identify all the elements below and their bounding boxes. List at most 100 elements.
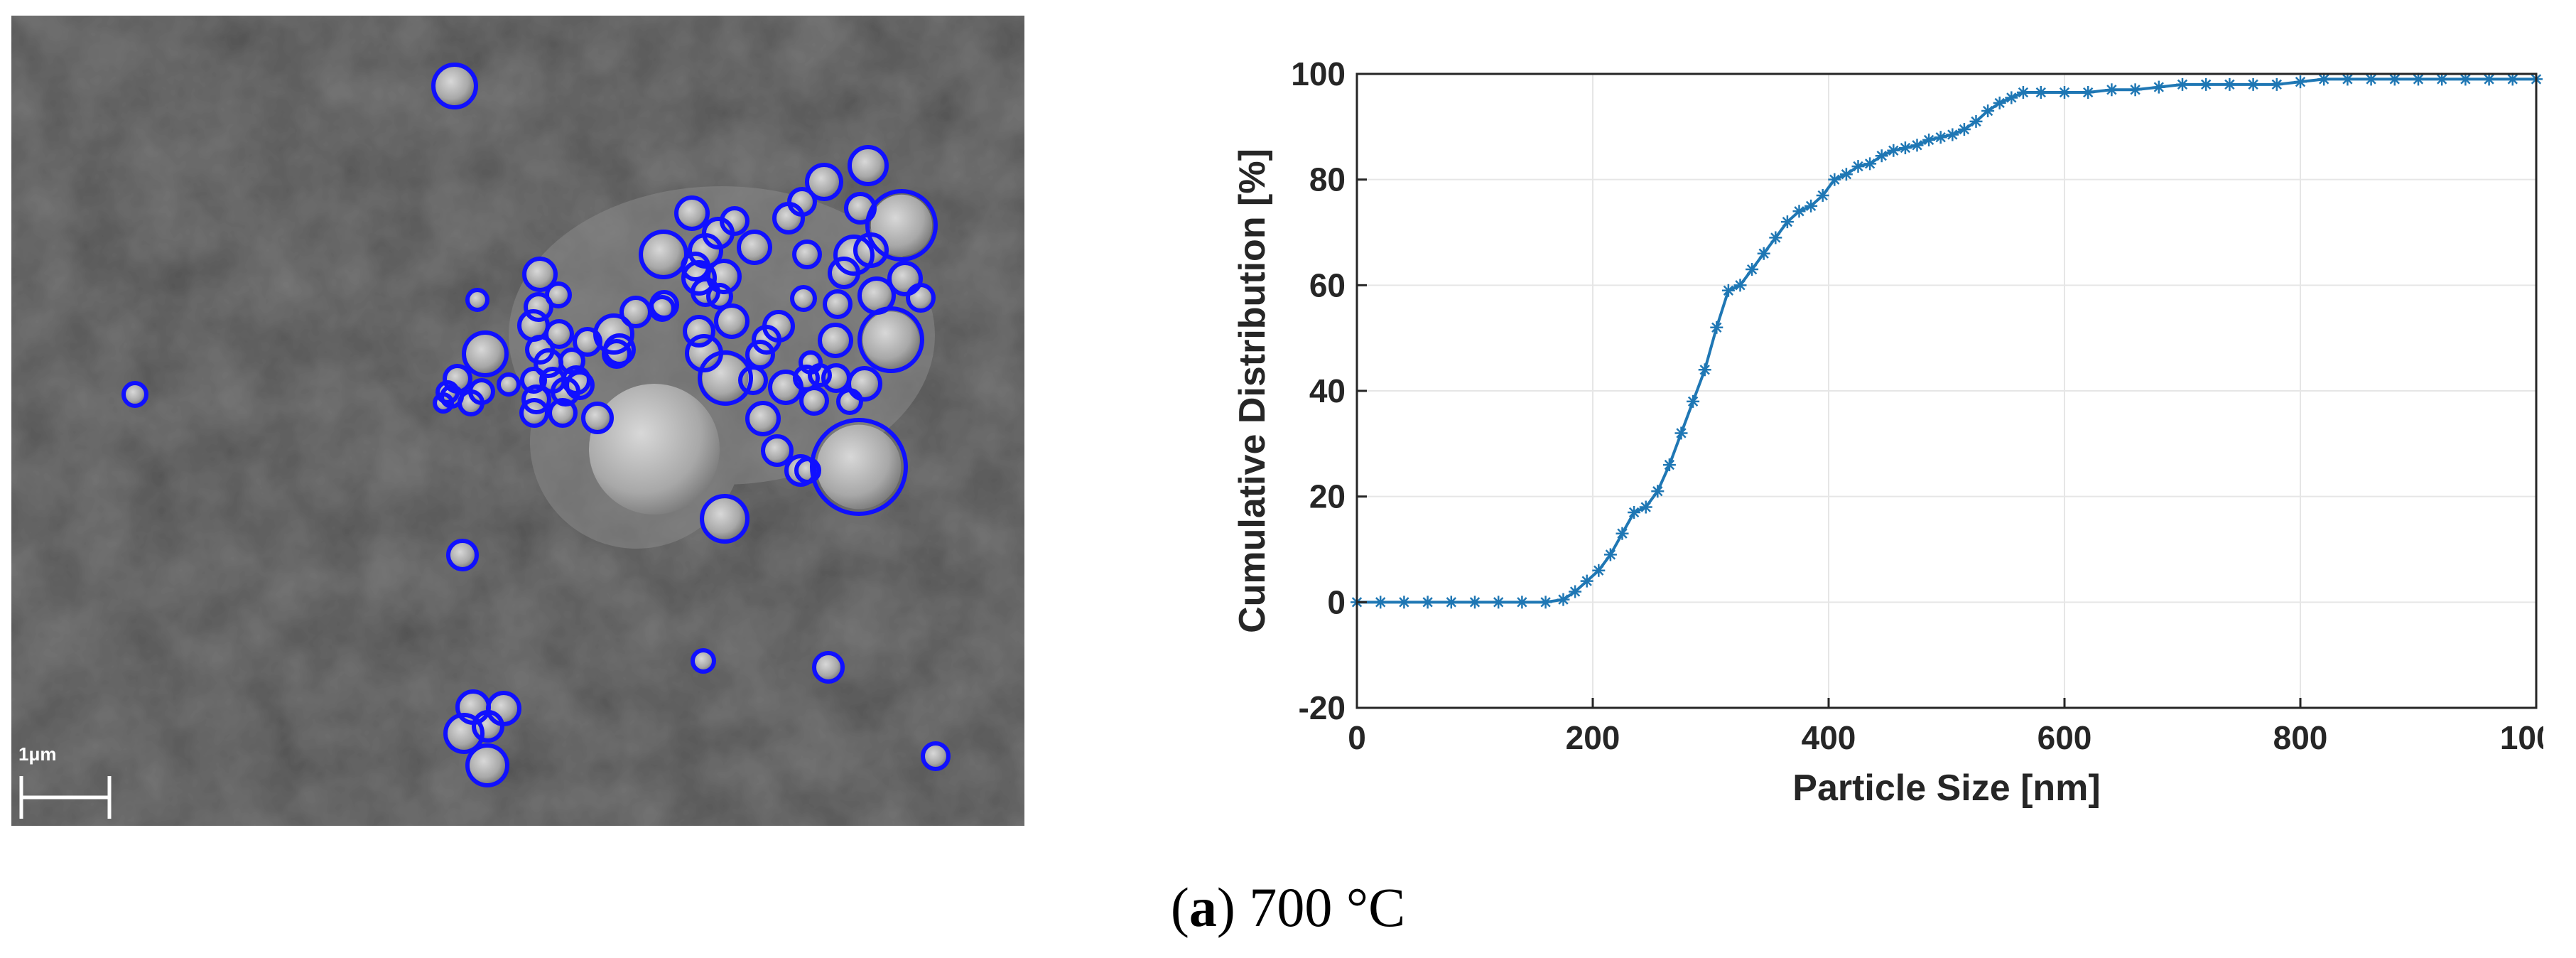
data-point [1887,144,1900,157]
detection-circle [714,303,749,339]
data-point [1934,131,1947,144]
detection-circle [790,285,817,312]
y-axis-label: Cumulative Distribution [%] [1232,149,1273,633]
data-point [1804,199,1818,212]
data-point [2223,77,2236,91]
data-point [1687,394,1700,408]
data-point [1492,596,1505,609]
particle [466,335,504,373]
particle [450,542,475,568]
data-point [1981,104,1995,118]
detection-circle [520,367,547,394]
particle [471,381,492,402]
detection-circle [865,189,938,262]
particle [808,166,840,198]
detection-circle [784,454,817,487]
detection-circle [619,296,652,328]
particle [526,260,554,289]
detection-circle [702,217,735,249]
particle [499,375,518,394]
y-tick-label: 40 [1309,372,1346,409]
particle [740,233,769,262]
detection-circle [808,363,832,387]
detection-circle [853,232,889,268]
data-point [1710,321,1723,334]
data-point [1721,284,1735,297]
data-point [1569,585,1582,598]
detection-circle [688,233,723,269]
y-tick-label: 0 [1327,583,1346,620]
particle [575,330,600,354]
detection-circle [443,713,485,754]
detection-circle [435,380,460,404]
detection-circle [847,366,882,402]
data-point [2152,80,2165,94]
data-point [1580,574,1593,588]
caption-text: 700 °C [1249,876,1406,938]
data-point [1816,188,1829,202]
detection-circle [706,259,742,294]
data-point [1374,596,1387,609]
detection-circle [674,195,710,231]
particle [862,311,919,368]
particle [693,651,713,671]
data-point [1733,279,1747,292]
particle [623,299,649,325]
data-point [1969,114,1983,128]
data-point [2246,77,2260,91]
detection-circle [468,378,495,405]
data-point [1616,527,1629,540]
detection-circle [465,743,509,787]
data-point [1910,139,1924,152]
data-point [1698,363,1711,377]
data-point [1444,596,1458,609]
detection-circle [799,386,829,416]
data-point [2128,83,2142,97]
particle [795,242,819,267]
detection-circle [772,202,805,235]
particle [793,288,814,309]
data-point [1397,596,1411,609]
data-point [1468,596,1481,609]
particle [764,438,790,463]
particle [704,498,745,539]
detection-circle [706,283,733,310]
detection-circle [794,457,821,484]
data-point [1651,485,1665,498]
x-tick-label: 400 [1802,719,1856,756]
data-point [1757,247,1770,260]
y-tick-label: 20 [1309,478,1346,515]
detection-circle [602,339,632,369]
detection-circle [683,315,715,348]
detection-circle [691,277,720,307]
data-point [2270,77,2283,91]
data-point [1851,160,1865,173]
detection-circle [745,401,781,436]
particle [924,744,948,768]
detection-circle [752,325,781,355]
detection-circle [738,365,768,395]
particle [748,343,772,367]
detection-circle [472,710,504,743]
particle [548,284,569,306]
particle [749,404,777,433]
detection-circle [848,145,889,186]
detection-circle [828,257,860,289]
data-point [1993,96,2006,109]
y-tick-label: -20 [1299,689,1346,726]
data-point [1946,128,1959,141]
x-tick-label: 600 [2037,719,2092,756]
scale-bar-label: 1μm [18,743,57,765]
detection-circle [462,330,509,377]
particle [469,747,506,784]
particle [851,149,885,183]
detection-circle [519,398,549,428]
data-point [1957,123,1971,136]
detection-circle [121,381,148,408]
detection-circle [639,230,688,279]
data-point [1515,596,1529,609]
data-point [2005,91,2018,104]
detection-circle [836,388,863,415]
figure-caption: (a) 700 °C [1170,876,1406,938]
